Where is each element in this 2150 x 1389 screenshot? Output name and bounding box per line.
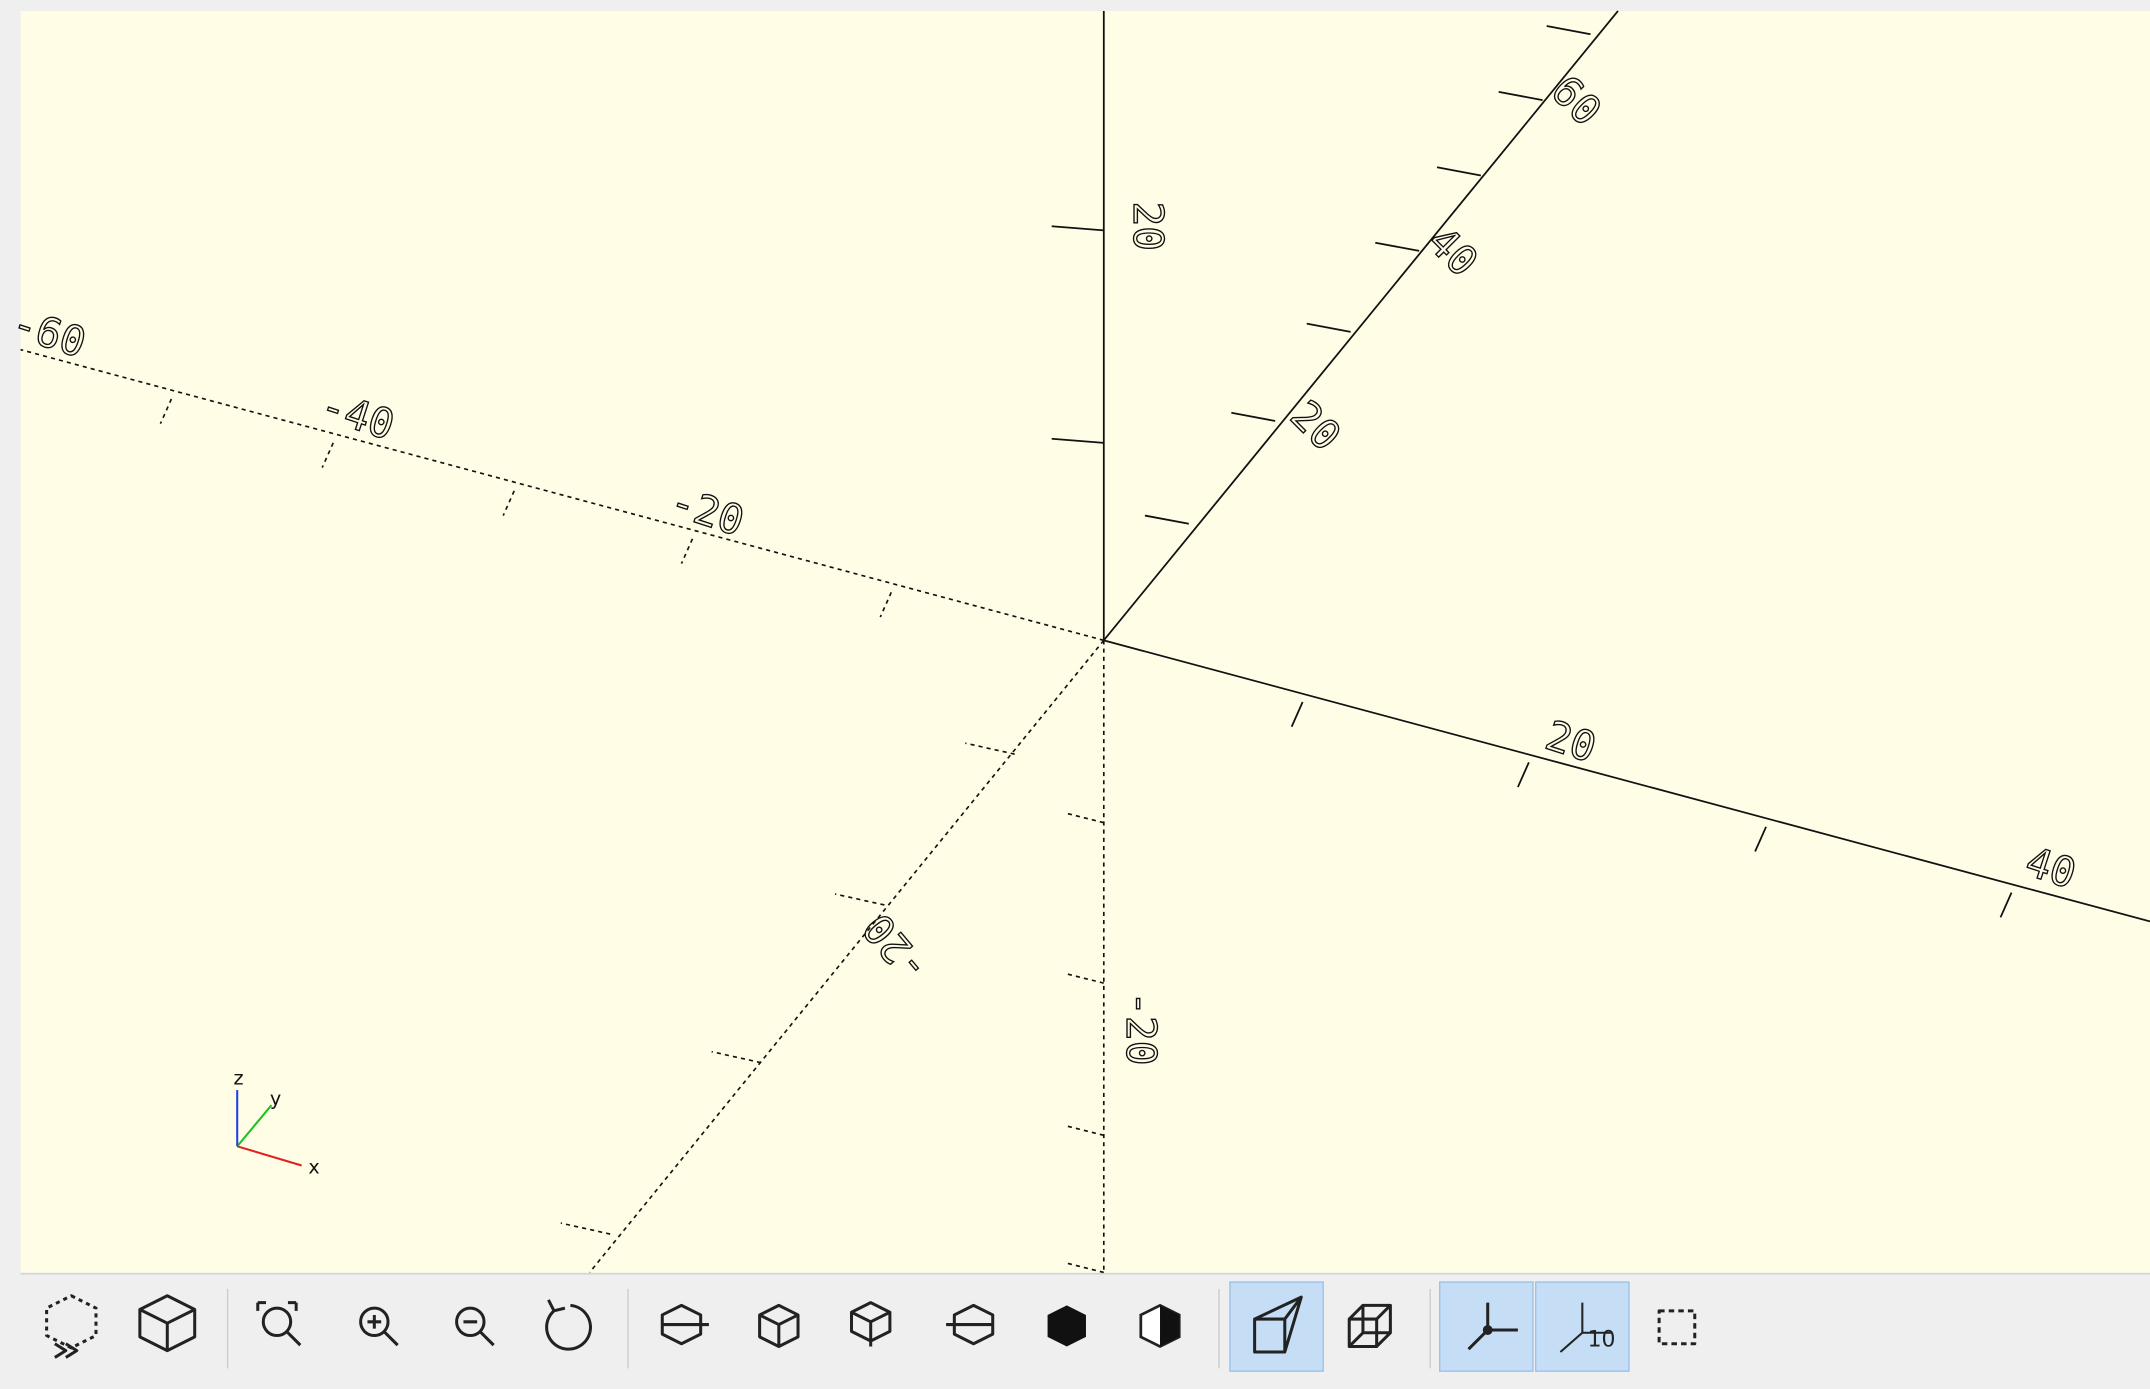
x-axis <box>1103 639 2150 923</box>
gizmo-label: z <box>234 1067 244 1090</box>
button-active[interactable] <box>1229 1281 1324 1372</box>
axis-tick <box>1517 762 1530 788</box>
axis-tick <box>1290 701 1304 728</box>
axis-tick <box>1144 514 1189 525</box>
show-scale-button[interactable] <box>1559 1302 1613 1353</box>
preview-button[interactable] <box>45 1294 98 1359</box>
zoom-in-button[interactable] <box>359 1306 399 1347</box>
axis-tick <box>1065 972 1104 984</box>
axis-tick <box>711 1050 762 1064</box>
orthogonal-button[interactable] <box>1347 1303 1392 1349</box>
axis-tick <box>1546 25 1591 36</box>
toolbar: 10 <box>45 1281 1697 1372</box>
axis-tick <box>1051 437 1104 444</box>
axis-label: 20 <box>1124 201 1172 251</box>
axis-tick <box>1051 225 1104 232</box>
view-right-button[interactable] <box>660 1303 709 1346</box>
button-active[interactable] <box>1439 1281 1534 1372</box>
view-all-button[interactable] <box>256 1301 302 1347</box>
axis-tick <box>1306 322 1351 333</box>
view-bottom-button[interactable] <box>849 1301 892 1347</box>
gizmo-label: y <box>270 1087 281 1110</box>
x-axis-neg <box>20 348 1105 642</box>
view-back-button[interactable] <box>1139 1303 1181 1349</box>
axis-tick <box>1498 90 1543 101</box>
scale-label: 10 <box>1588 1327 1616 1352</box>
render-button[interactable] <box>138 1294 197 1353</box>
axis-tick <box>965 742 1015 755</box>
show-axes-button[interactable] <box>1467 1302 1518 1351</box>
axis-tick <box>1065 1262 1104 1274</box>
axis-label: -20 <box>1117 991 1165 1065</box>
axis-tick <box>1754 826 1767 852</box>
axis-gizmo: x y z <box>234 1067 320 1179</box>
gizmo-x <box>236 1145 302 1167</box>
y-axis <box>1103 10 1619 641</box>
axis-tick <box>1436 166 1482 177</box>
axis-tick <box>1999 892 2013 918</box>
axis-tick <box>1375 241 1420 252</box>
perspective-button[interactable] <box>1253 1295 1303 1354</box>
axis-tick <box>834 893 885 906</box>
gizmo-label: x <box>308 1156 319 1179</box>
axis-tick <box>1231 411 1276 422</box>
view-front-button[interactable] <box>1047 1305 1086 1347</box>
viewport[interactable] <box>20 10 2150 1273</box>
axis-tick <box>1065 812 1104 824</box>
zoom-out-button[interactable] <box>455 1306 495 1347</box>
axis-tick <box>560 1222 611 1235</box>
gizmo-y <box>236 1104 273 1147</box>
view-left-button[interactable] <box>946 1303 995 1346</box>
axis-tick <box>1065 1124 1104 1137</box>
reset-view-button[interactable] <box>545 1299 592 1351</box>
view-top-button[interactable] <box>758 1303 800 1349</box>
